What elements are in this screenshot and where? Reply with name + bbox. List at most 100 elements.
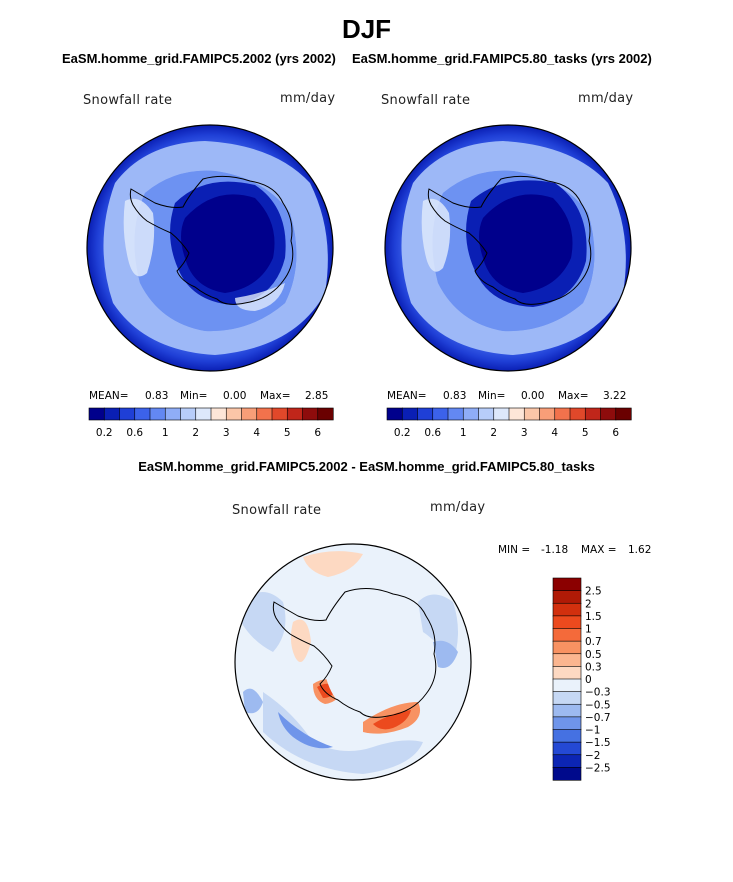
diff-colorbar-tick-label: 2.5 [585,586,602,598]
panel-1-units-label: mm/day [280,91,336,106]
diff-map [234,543,472,781]
diff-colorbar-swatch [552,716,582,731]
diff-min-label: MIN = [498,544,531,556]
diff-colorbar: 2.521.510.70.50.30−0.3−0.5−0.7−1−1.5−2−2… [552,577,611,781]
colorbar-tick-label: 1 [162,427,169,439]
diff-colorbar-tick-label: −0.7 [585,712,611,724]
diff-positive-peninsula [290,619,311,662]
diff-negative-east-strong [433,640,458,668]
diff-colorbar-swatch [552,666,582,680]
diff-colorbar-swatch [552,703,582,718]
panel-2-max-value: 3.22 [603,390,627,402]
colorbar-swatch [103,407,121,421]
colorbar-swatch [88,407,105,421]
panel-2-units-label: mm/day [578,91,634,106]
panel-1-coastline [129,175,294,305]
colorbar-swatch [615,407,632,421]
colorbar-swatch [134,407,151,421]
diff-colorbar-swatch [552,577,582,592]
panel-1-min-label: Min= [180,390,208,402]
panel-2-mean-value: 0.83 [443,390,467,402]
panel-1-colorbar: 0.2 0.6 1 2 3 4 5 6 [88,407,334,439]
colorbar-tick-label: 1 [460,427,467,439]
colorbar-swatch [478,407,495,421]
diff-colorbar-tick-label: 0 [585,674,592,686]
panel-2-peninsula-high [421,198,451,272]
diff-colorbar-swatch [552,653,582,667]
colorbar-swatch [386,407,403,421]
diff-negative-west [241,592,286,652]
colorbar-tick-label: 5 [284,427,291,439]
diff-colorbar-swatch [552,754,582,768]
diff-negative-south-strong [278,712,333,749]
colorbar-swatch [180,407,197,421]
diff-colorbar-tick-label: −1.5 [585,737,611,749]
colorbar-swatch [302,407,319,421]
colorbar-swatch [600,407,617,421]
diff-colorbar-tick-label: −2 [585,750,600,762]
diff-colorbar-tick-label: 1 [585,624,592,636]
panel-1-map-border [86,124,334,372]
colorbar-swatch [432,407,449,421]
panel-2-map [384,124,632,372]
colorbar-tick-label: 2 [490,427,497,439]
colorbar-tick-label: 0.2 [96,427,113,439]
diff-negative-southwest [243,688,263,714]
panel-1-mean-value: 0.83 [145,390,169,402]
panel-2-mean-label: MEAN= [387,390,427,402]
panel-2-core [479,194,573,293]
diff-colorbar-swatch [552,729,582,743]
diff-colorbar-swatch [552,590,582,604]
colorbar-swatch [256,407,273,421]
colorbar-swatch [195,407,212,421]
colorbar-swatch [554,407,571,421]
panel-2-colorbar: 0.2 0.6 1 2 3 4 5 6 [386,407,632,439]
panel-1-variable-label: Snowfall rate [83,93,173,108]
colorbar-swatch [241,407,258,421]
panel-1-subtitle: EaSM.homme_grid.FAMIPC5.2002 (yrs 2002) [62,51,336,66]
colorbar-tick-label: 4 [253,427,260,439]
diff-colorbar-tick-label: −2.5 [585,762,611,774]
colorbar-swatch [493,407,510,421]
diff-max-label: MAX = [581,544,617,556]
colorbar-swatch [569,407,586,421]
colorbar-swatch [539,407,556,421]
diff-colorbar-tick-label: −1 [585,725,600,737]
panel-1-core [181,194,275,293]
diff-units-label: mm/day [430,500,486,515]
diff-title: EaSM.homme_grid.FAMIPC5.2002 - EaSM.homm… [138,459,595,474]
colorbar-swatch [447,407,464,421]
colorbar-swatch [225,407,243,421]
colorbar-tick-label: 0.2 [394,427,411,439]
panel-1-min-value: 0.00 [223,390,247,402]
colorbar-swatch [286,407,304,421]
panel-2-max-label: Max= [558,390,589,402]
diff-colorbar-swatch [552,767,582,781]
panel-1-max-value: 2.85 [305,390,329,402]
diff-colorbar-tick-label: 0.3 [585,661,602,673]
colorbar-swatch [164,407,182,421]
panel-2-min-label: Min= [478,390,506,402]
diff-colorbar-tick-label: −0.3 [585,687,611,699]
colorbar-tick-label: 2 [192,427,199,439]
panel-2-map-border [384,124,632,372]
diff-continent-neutral [322,592,417,713]
diff-coastline [272,588,437,718]
panel-2-coastline [427,175,592,305]
diff-colorbar-swatch [552,640,582,655]
colorbar-tick-label: 6 [314,427,321,439]
colorbar-swatch [317,407,334,421]
panel-1-max-label: Max= [260,390,291,402]
diff-variable-label: Snowfall rate [232,503,322,518]
colorbar-swatch [271,407,288,421]
colorbar-tick-label: 0.6 [424,427,441,439]
diff-colorbar-swatch [552,602,582,617]
diff-colorbar-swatch [552,691,582,705]
colorbar-swatch [462,407,480,421]
colorbar-tick-label: 3 [223,427,230,439]
colorbar-tick-label: 5 [582,427,589,439]
panel-1-coast-high [235,283,285,311]
diff-positive-southeast-core [373,710,411,730]
panel-1-map [86,124,334,372]
panel-2-min-value: 0.00 [521,390,545,402]
